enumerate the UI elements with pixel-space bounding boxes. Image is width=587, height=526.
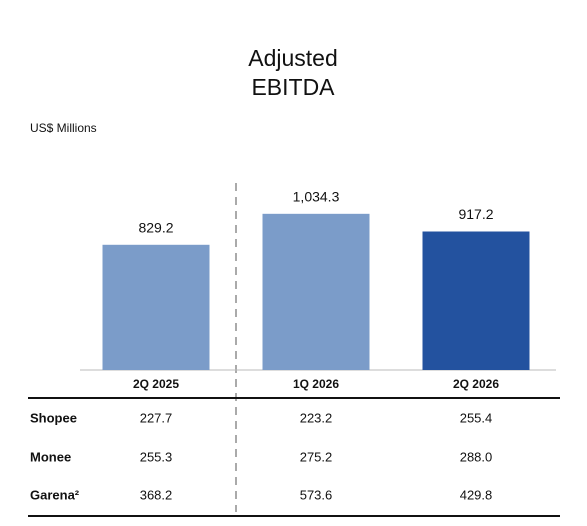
value-label: 829.2 xyxy=(138,219,173,235)
bar xyxy=(422,231,530,370)
category-label: 2Q 2026 xyxy=(453,377,499,391)
table-cell: 288.0 xyxy=(460,449,493,464)
value-label: 1,034.3 xyxy=(293,189,340,205)
table-cell: 255.4 xyxy=(460,410,493,425)
chart-subtitle: US$ Millions xyxy=(30,121,97,135)
row-label: Monee xyxy=(30,449,71,464)
table-cell: 223.2 xyxy=(300,410,333,425)
table-cell: 275.2 xyxy=(300,449,333,464)
table-cell: 255.3 xyxy=(140,449,173,464)
table-cell: 429.8 xyxy=(460,487,493,502)
row-label: Garena² xyxy=(30,487,80,502)
row-label: Shopee xyxy=(30,410,77,425)
category-label: 1Q 2026 xyxy=(293,377,339,391)
bar xyxy=(102,244,210,370)
value-label: 917.2 xyxy=(458,206,493,222)
bar xyxy=(262,213,370,370)
table-cell: 573.6 xyxy=(300,487,333,502)
table-cell: 368.2 xyxy=(140,487,173,502)
category-label: 2Q 2025 xyxy=(133,377,179,391)
table-cell: 227.7 xyxy=(140,410,173,425)
chart-title: Adjusted EBITDA xyxy=(248,45,338,100)
